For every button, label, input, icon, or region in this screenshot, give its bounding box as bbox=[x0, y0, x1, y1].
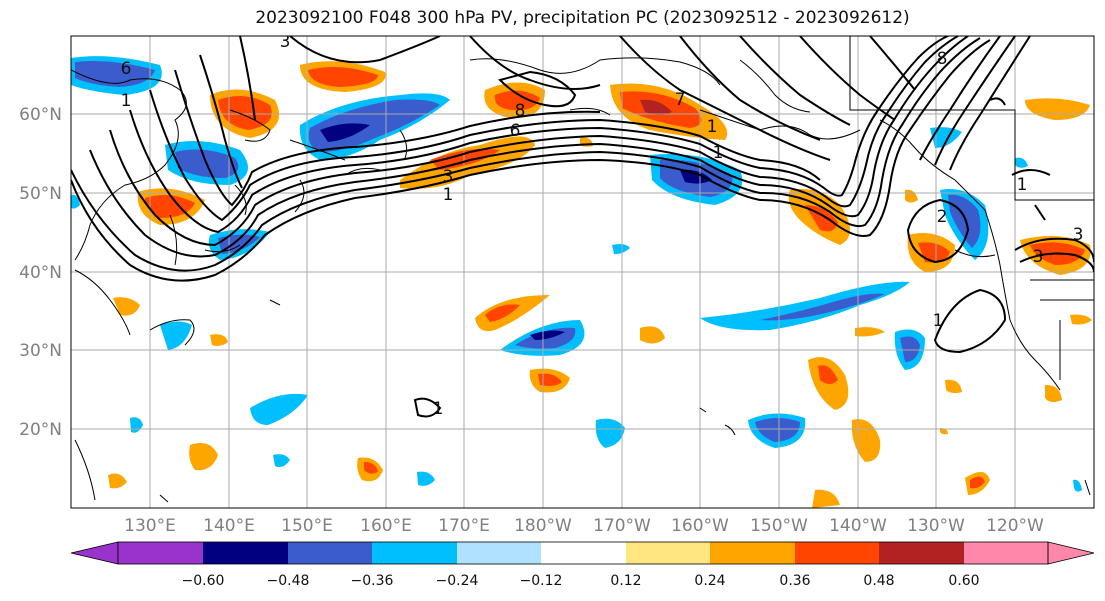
colorbar-extend-high bbox=[1047, 541, 1095, 565]
map-frame bbox=[70, 35, 1095, 509]
lon-label: 170°E bbox=[438, 516, 490, 536]
lon-label: 160°E bbox=[360, 516, 412, 536]
contour-label: 1 bbox=[433, 399, 444, 419]
colorbar-bin bbox=[118, 542, 203, 564]
contour-label: 1 bbox=[1017, 175, 1028, 195]
lat-label: 30°N bbox=[19, 341, 62, 361]
lon-label: 140°E bbox=[203, 516, 255, 536]
lat-label: 40°N bbox=[19, 263, 62, 283]
contour-label: 6 bbox=[510, 121, 521, 141]
colorbar-tick-label: 0.24 bbox=[694, 573, 725, 589]
colorbar-bin bbox=[372, 542, 457, 564]
contour-label: 3 bbox=[1033, 247, 1044, 267]
longitude-labels: 130°E 140°E 150°E 160°E 170°E 180°W 170°… bbox=[124, 516, 1044, 536]
colorbar-tick-label: 0.60 bbox=[948, 573, 979, 589]
lat-label: 20°N bbox=[19, 420, 62, 440]
lon-label: 180°W bbox=[514, 516, 572, 536]
contour-labels: 6 1 3 6 8 3 1 7 1 8 3 1 1 2 3 1 1 bbox=[121, 32, 1084, 419]
lon-label: 130°W bbox=[907, 516, 965, 536]
lat-label: 50°N bbox=[19, 184, 62, 204]
contour-label: 1 bbox=[933, 311, 944, 331]
colorbar-extend-low bbox=[70, 541, 119, 565]
lon-label: 150°E bbox=[281, 516, 333, 536]
lat-label: 60°N bbox=[19, 105, 62, 125]
lon-label: 130°E bbox=[124, 516, 176, 536]
contour-label: 3 bbox=[443, 167, 454, 187]
lon-label: 150°W bbox=[750, 516, 808, 536]
lon-label: 140°W bbox=[829, 516, 887, 536]
colorbar-bin bbox=[964, 542, 1048, 564]
colorbar-tick-label: −0.24 bbox=[436, 573, 479, 589]
contour-label: 8 bbox=[937, 49, 948, 69]
colorbar-bin bbox=[541, 542, 626, 564]
colorbar: −0.60 −0.48 −0.36 −0.24 −0.12 0.12 0.24 … bbox=[70, 541, 1095, 589]
colorbar-tick-label: 0.48 bbox=[863, 573, 894, 589]
colorbar-tick-label: −0.12 bbox=[520, 573, 563, 589]
contour-label: 1 bbox=[713, 143, 724, 163]
contour-label: 6 bbox=[121, 59, 132, 79]
map-title: 2023092100 F048 300 hPa PV, precipitatio… bbox=[255, 8, 910, 28]
colorbar-bin bbox=[288, 542, 372, 564]
latitude-labels: 60°N 50°N 40°N 30°N 20°N bbox=[19, 105, 62, 440]
colorbar-tick-label: −0.60 bbox=[182, 573, 225, 589]
contour-label: 1 bbox=[121, 91, 132, 111]
lon-label: 160°W bbox=[671, 516, 729, 536]
contour-label: 8 bbox=[515, 101, 526, 121]
contour-label: 3 bbox=[280, 32, 291, 52]
colorbar-tick-label: −0.36 bbox=[351, 573, 394, 589]
colorbar-bin bbox=[203, 542, 288, 564]
colorbar-bin bbox=[457, 542, 541, 564]
pv-contours bbox=[71, 36, 1094, 418]
contour-label: 3 bbox=[1073, 225, 1084, 245]
colorbar-bin bbox=[879, 542, 964, 564]
colorbar-bin bbox=[626, 542, 710, 564]
colorbar-outline bbox=[117, 541, 1049, 565]
colorbar-tick-label: 0.12 bbox=[610, 573, 641, 589]
contour-label: 1 bbox=[443, 185, 454, 205]
contour-label: 7 bbox=[675, 90, 686, 110]
colorbar-tick-label: 0.36 bbox=[779, 573, 810, 589]
precipitation-shading bbox=[71, 56, 1092, 508]
colorbar-bin bbox=[710, 542, 795, 564]
contour-label: 1 bbox=[707, 117, 718, 137]
colorbar-bin bbox=[795, 542, 879, 564]
lon-label: 120°W bbox=[986, 516, 1044, 536]
coastlines bbox=[71, 36, 1094, 503]
lon-label: 170°W bbox=[593, 516, 651, 536]
contour-label: 2 bbox=[937, 207, 948, 227]
colorbar-tick-label: −0.48 bbox=[267, 573, 310, 589]
